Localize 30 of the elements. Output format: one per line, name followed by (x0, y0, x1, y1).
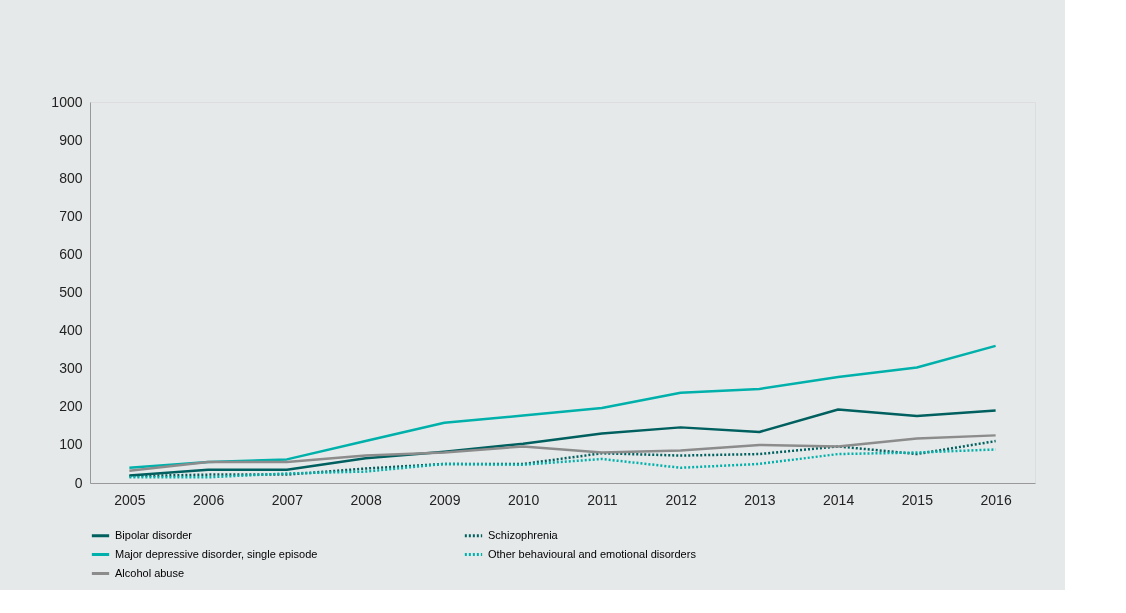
line-series (128, 448, 997, 479)
line-series (128, 344, 997, 470)
legend-label: Schizophrenia (488, 528, 559, 541)
legend-label: Major depressive disorder, single episode (115, 547, 318, 560)
y-tick-label: 800 (59, 169, 83, 186)
x-tick-label: 2016 (980, 491, 1012, 508)
x-tick-label: 2007 (271, 491, 304, 508)
y-tick-label: 100 (59, 436, 83, 453)
x-tick-label: 2009 (429, 491, 461, 508)
y-tick-label: 700 (59, 207, 83, 224)
y-tick-label: 900 (59, 131, 83, 148)
x-tick-label: 2008 (350, 491, 382, 508)
x-tick-label: 2013 (744, 491, 776, 508)
x-tick-label: 2015 (901, 491, 934, 508)
y-tick-label: 500 (59, 284, 83, 300)
y-tick-label: 200 (59, 398, 83, 415)
legend-label: Bipolar disorder (115, 528, 193, 541)
y-tick-label: 0 (74, 474, 83, 491)
y-tick-label: 1000 (51, 93, 83, 110)
y-tick-label: 400 (59, 322, 83, 339)
x-tick-label: 2006 (193, 491, 225, 508)
x-tick-label: 2011 (587, 491, 618, 508)
legend-label: Other behavioural and emotional disorders (488, 547, 697, 560)
x-tick-label: 2005 (114, 491, 146, 508)
x-tick-label: 2012 (665, 491, 697, 508)
y-tick-label: 600 (59, 245, 83, 262)
y-tick-label: 300 (59, 360, 83, 377)
x-tick-label: 2010 (508, 491, 540, 508)
legend-label: Alcohol abuse (115, 566, 185, 579)
x-tick-label: 2014 (823, 491, 855, 508)
